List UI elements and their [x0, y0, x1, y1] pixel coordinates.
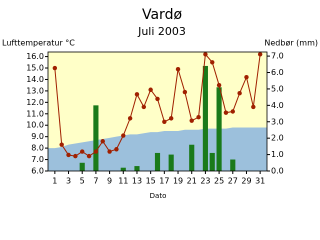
- temp-point: [73, 153, 78, 159]
- temp-point: [182, 89, 188, 95]
- temp-point: [80, 149, 85, 154]
- y2-tick-label: 1.0: [271, 150, 284, 159]
- temp-point: [257, 52, 263, 57]
- x-tick-label: 23: [200, 177, 210, 186]
- precip-bar: [154, 152, 161, 171]
- y-tick-label: 13.0: [26, 86, 44, 95]
- x-tick-label: 27: [228, 177, 238, 186]
- temp-point: [148, 87, 153, 92]
- precip-bar: [120, 167, 126, 171]
- y-tick-label: 16.0: [26, 52, 44, 61]
- x-tick-label: 1: [52, 177, 57, 186]
- temp-point: [86, 153, 92, 159]
- precip-bar: [93, 105, 99, 171]
- x-tick-label: 9: [107, 177, 112, 186]
- precip-bar: [134, 166, 140, 171]
- precip-bar: [79, 162, 85, 171]
- temp-point: [141, 104, 147, 110]
- x-tick-label: 7: [93, 177, 98, 186]
- y-tick-label: 11.0: [26, 109, 44, 118]
- precip-bar: [216, 87, 222, 171]
- y2-axis-label: Nedbør (mm): [264, 39, 318, 48]
- temp-point: [237, 90, 242, 96]
- x-axis-label: Dato: [150, 192, 167, 200]
- y-tick-label: 9.0: [31, 132, 44, 141]
- x-tick-label: 21: [187, 177, 197, 186]
- x-tick-label: 19: [173, 177, 183, 186]
- y2-tick-label: 3.0: [271, 117, 284, 126]
- temp-point: [59, 142, 64, 147]
- precip-bar: [189, 144, 195, 171]
- temp-point: [223, 110, 229, 115]
- y-tick-label: 8.0: [31, 144, 44, 153]
- temp-point: [203, 52, 208, 57]
- y2-tick-label: 5.0: [271, 84, 284, 93]
- temp-point: [244, 74, 249, 80]
- y-tick-label: 6.0: [31, 167, 44, 176]
- x-tick-label: 25: [214, 177, 224, 186]
- temp-point: [52, 65, 58, 71]
- temp-point: [107, 149, 112, 154]
- temp-point: [100, 139, 105, 144]
- temp-point: [210, 60, 215, 65]
- y-tick-label: 7.0: [31, 155, 44, 164]
- temp-point: [114, 147, 119, 152]
- chart: Vardø Juli 2003 Lufttemperatur °C Nedbør…: [2, 7, 318, 200]
- x-tick-label: 29: [241, 177, 251, 186]
- temp-point: [162, 119, 167, 124]
- y2-tick-label: 6.0: [271, 68, 284, 77]
- x-tick-label: 13: [132, 177, 142, 186]
- temp-point: [66, 152, 71, 158]
- temp-point: [216, 82, 222, 88]
- temp-point: [121, 133, 126, 138]
- y-axis-label: Lufttemperatur °C: [2, 39, 75, 48]
- x-tick-label: 11: [118, 177, 128, 186]
- y2-tick-label: 4.0: [271, 101, 284, 110]
- x-tick-label: 17: [159, 177, 169, 186]
- x-tick-label: 15: [146, 177, 156, 186]
- precip-bar: [168, 154, 174, 171]
- temp-point: [189, 118, 194, 123]
- chart-title: Vardø: [142, 7, 182, 23]
- x-tick-label: 5: [80, 177, 85, 186]
- chart-subtitle: Juli 2003: [137, 25, 186, 38]
- temp-point: [196, 115, 201, 120]
- precip-bar: [209, 152, 215, 171]
- y2-tick-label: 7.0: [271, 52, 284, 61]
- y2-tick-label: 2.0: [271, 134, 284, 143]
- temp-point: [127, 116, 133, 121]
- temp-point: [155, 96, 160, 102]
- precip-bar: [230, 159, 236, 171]
- x-tick-label: 31: [255, 177, 265, 186]
- temp-point: [168, 116, 174, 121]
- y2-tick-label: 0.0: [271, 167, 284, 176]
- y-tick-label: 15.0: [26, 64, 44, 73]
- temp-point: [134, 92, 140, 97]
- y-tick-label: 12.0: [26, 98, 44, 107]
- plot-frame: [47, 51, 268, 172]
- y-tick-label: 10.0: [26, 121, 44, 130]
- temp-point: [175, 66, 181, 72]
- temp-point: [230, 109, 235, 114]
- x-tick-label: 3: [66, 177, 71, 186]
- y-tick-label: 14.0: [26, 75, 44, 84]
- temp-point: [251, 104, 256, 110]
- precip-bar: [202, 65, 208, 171]
- temp-point: [93, 149, 99, 154]
